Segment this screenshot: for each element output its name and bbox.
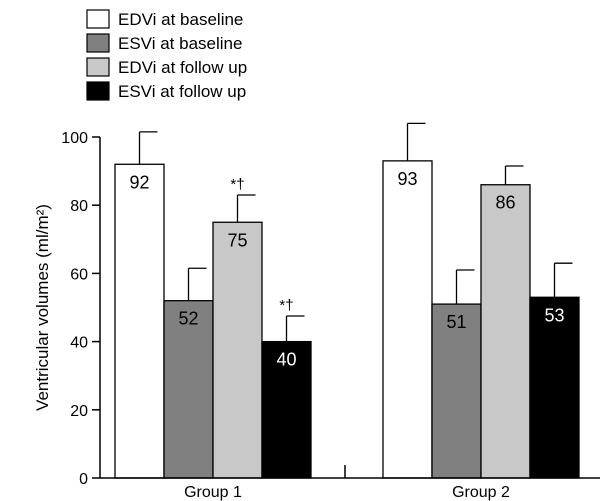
bar bbox=[382, 160, 433, 479]
data-label: 52 bbox=[178, 309, 198, 329]
legend-label: EDVi at baseline bbox=[118, 10, 243, 29]
y-tick-label: 100 bbox=[61, 130, 88, 147]
legend-swatch bbox=[86, 57, 110, 77]
legend-swatch bbox=[86, 9, 110, 29]
bar bbox=[212, 221, 263, 479]
data-label: 75 bbox=[227, 230, 247, 250]
x-tick-label: Group 2 bbox=[452, 484, 510, 501]
legend-swatch bbox=[86, 81, 110, 101]
legend-label: ESVi at follow up bbox=[118, 82, 246, 101]
y-tick-label: 60 bbox=[70, 266, 88, 283]
bar bbox=[431, 303, 482, 479]
data-label: 92 bbox=[129, 172, 149, 192]
y-tick-label: 0 bbox=[79, 471, 88, 488]
y-axis-label: Ventricular volumes (ml/m²) bbox=[33, 204, 52, 411]
data-label: 40 bbox=[276, 350, 296, 370]
significance-annotation: *† bbox=[230, 176, 244, 193]
data-label: 86 bbox=[495, 193, 515, 213]
y-tick-label: 20 bbox=[70, 403, 88, 420]
data-label: 93 bbox=[397, 169, 417, 189]
bars: 92 52 75 *† 40 *† 93 51 86 53 bbox=[114, 122, 580, 479]
bar bbox=[529, 296, 580, 479]
legend-label: ESVi at baseline bbox=[118, 34, 242, 53]
bar bbox=[261, 340, 312, 479]
y-tick-label: 40 bbox=[70, 335, 88, 352]
bar bbox=[163, 300, 214, 479]
bar bbox=[480, 184, 531, 479]
y-axis: 0 20 40 60 80 100 Ventricular volumes (ml/m²) bbox=[33, 130, 101, 488]
legend-swatch bbox=[86, 33, 110, 53]
y-tick-label: 80 bbox=[70, 198, 88, 215]
legend-label: EDVi at follow up bbox=[118, 58, 247, 77]
x-tick-label: Group 1 bbox=[184, 484, 242, 501]
data-label: 53 bbox=[544, 305, 564, 325]
legend: EDVi at baseline ESVi at baseline EDVi at … bbox=[86, 9, 247, 101]
significance-annotation: *† bbox=[279, 297, 293, 314]
data-label: 51 bbox=[446, 312, 466, 332]
bar bbox=[114, 163, 165, 479]
x-axis: Group 1 Group 2 bbox=[100, 465, 600, 501]
